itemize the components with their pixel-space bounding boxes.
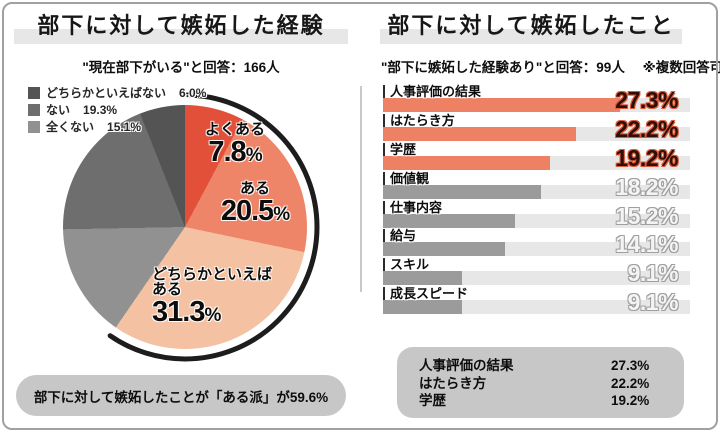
right-subtitle-text: "部下に嫉妬した経験あり"と回答：99人 (381, 60, 625, 75)
summary-label: 人事評価の結果 (419, 358, 514, 373)
bar-track (383, 126, 690, 141)
summary-value: 22.2% (611, 375, 650, 391)
slice-name: よくある (204, 121, 265, 138)
pie-slice-label-yokuaru: よくある 7.8% (190, 122, 280, 171)
bar-value: 9.1% (627, 260, 679, 287)
right-title-highlight (380, 29, 682, 44)
bar-row: 学歴 19.2% (383, 142, 690, 172)
summary-value: 19.2% (611, 393, 650, 408)
bar-fill (383, 271, 462, 286)
bar-track (383, 242, 690, 257)
bar-label: スキル (383, 258, 429, 272)
panel-divider (360, 86, 362, 292)
summary-label: はたらき方 (419, 375, 487, 391)
bar-fill (383, 213, 515, 228)
bar-row: 給与 14.1% (383, 229, 690, 258)
bar-fill (383, 155, 550, 170)
slice-value: 31.3% (152, 296, 221, 328)
bar-value: 27.3% (615, 87, 678, 113)
left-subtitle: "現在部下がいる"と回答：166人 (82, 60, 280, 75)
bar-chart: 人事評価の結果 27.3% はたらき方 22.2% 学歴 19.2% 価値観 1… (383, 85, 690, 316)
slice-name: どちらかといえばある (152, 266, 273, 298)
legend-item: どちらかといえばない 6.0% (28, 84, 206, 101)
bar-label: 学歴 (383, 142, 416, 156)
legend-swatch (28, 86, 40, 99)
pie-slice-label-dochiraka-aru: どちらかといえばある 31.3% (152, 267, 292, 331)
bar-row: はたらき方 22.2% (383, 113, 690, 143)
legend-label: ない (46, 103, 71, 117)
bar-label: 価値観 (383, 171, 429, 185)
left-title: 部下に対して嫉妬した経験 (37, 13, 325, 38)
summary-row: はたらき方 22.2% (419, 375, 684, 393)
bar-value: 19.2% (615, 144, 678, 171)
pie-legend: どちらかといえばない 6.0% ない 19.3% 全くない 15.1% (28, 84, 206, 135)
bar-label: 仕事内容 (383, 200, 442, 214)
bar-track (383, 271, 690, 286)
legend-item: 全くない 15.1% (28, 118, 206, 135)
bar-fill (383, 126, 576, 141)
multi-answer-note: ※複数回答可 (642, 60, 720, 75)
bar-label: 給与 (383, 229, 416, 243)
bar-label: はたらき方 (383, 113, 455, 127)
left-title-highlight (14, 29, 348, 44)
legend-label: どちらかといえばない (46, 86, 167, 100)
bar-row: 価値観 18.2% (383, 171, 690, 201)
bar-row: スキル 9.1% (383, 258, 690, 287)
aru-ha-highlight-arc (50, 92, 320, 362)
bar-track (383, 155, 690, 170)
pie-slice-label-aru: ある 20.5% (205, 181, 305, 230)
bar-label: 成長スピード (383, 287, 468, 301)
bar-fill (383, 242, 506, 257)
legend-value: 6.0% (179, 85, 207, 100)
bar-fill (383, 300, 462, 315)
summary-box: 人事評価の結果 27.3% はたらき方 22.2% 学歴 19.2% (397, 347, 684, 418)
left-note-text: 部下に対して嫉妬したことが「ある派」が59.6% (33, 389, 329, 405)
bar-track (383, 98, 690, 112)
summary-label: 学歴 (419, 393, 446, 408)
legend-swatch (28, 120, 40, 133)
legend-item: ない 19.3% (28, 101, 206, 118)
left-note-pill: 部下に対して嫉妬したことが「ある派」が59.6% (16, 375, 346, 416)
right-title: 部下に対して嫉妬したこと (387, 13, 675, 38)
bar-row: 人事評価の結果 27.3% (383, 85, 690, 114)
legend-value: 15.1% (107, 119, 142, 134)
slice-value: 7.8% (208, 136, 262, 168)
bar-value: 18.2% (615, 173, 678, 200)
slice-value: 20.5% (220, 195, 290, 227)
bar-row: 成長スピード 9.1% (383, 287, 690, 316)
bar-fill (383, 184, 541, 199)
bar-track (383, 300, 690, 315)
bar-track (383, 184, 690, 199)
legend-value: 19.3% (83, 102, 118, 117)
summary-value: 27.3% (611, 358, 650, 373)
legend-label: 全くない (46, 120, 95, 134)
bar-track (383, 213, 690, 228)
slice-name: ある (239, 180, 270, 197)
bar-value: 22.2% (615, 115, 678, 142)
legend-swatch (28, 103, 40, 116)
bar-label: 人事評価の結果 (383, 85, 481, 99)
summary-row: 人事評価の結果 27.3% (419, 357, 684, 375)
right-subtitle: "部下に嫉妬した経験あり"と回答：99人 ※複数回答可 (381, 56, 720, 76)
bar-value: 9.1% (627, 289, 679, 316)
bar-value: 15.2% (615, 202, 678, 229)
bar-row: 仕事内容 15.2% (383, 200, 690, 230)
bar-value: 14.1% (615, 231, 678, 258)
pie-chart (63, 105, 307, 349)
bar-fill (383, 98, 620, 112)
summary-row: 学歴 19.2% (419, 392, 684, 410)
